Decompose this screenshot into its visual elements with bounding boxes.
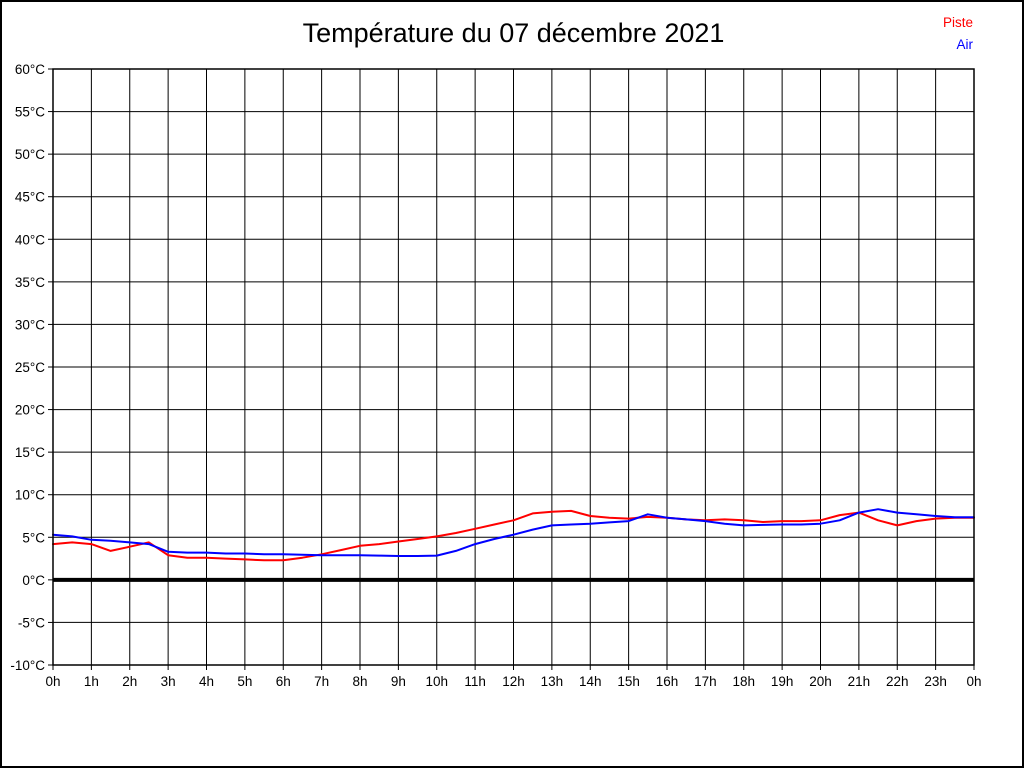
y-tick-label: 20°C	[15, 403, 45, 418]
y-tick-label: -10°C	[10, 658, 45, 673]
legend-air-label: Air	[956, 37, 974, 52]
x-tick-label: 22h	[886, 674, 909, 689]
x-tick-label: 0h	[45, 674, 60, 689]
series-line-air	[52, 508, 975, 557]
y-tick-label: 30°C	[15, 317, 45, 332]
x-tick-label: 16h	[656, 674, 679, 689]
x-tick-label: 4h	[199, 674, 214, 689]
x-tick-label: 3h	[161, 674, 176, 689]
y-tick-label: 60°C	[15, 62, 45, 77]
x-tick-label: 14h	[579, 674, 602, 689]
x-tick-label: 5h	[237, 674, 252, 689]
x-tick-label: 7h	[314, 674, 329, 689]
y-tick-label: 5°C	[22, 530, 45, 545]
x-tick-label: 11h	[464, 674, 486, 689]
x-tick-label: 23h	[924, 674, 947, 689]
x-tick-label: 15h	[617, 674, 640, 689]
legend: Piste Air	[943, 12, 973, 56]
plot-border	[52, 68, 975, 666]
y-tick-label: 55°C	[15, 105, 45, 120]
y-tick-label: 40°C	[15, 232, 45, 247]
y-tick-label: -5°C	[18, 615, 45, 630]
chart-title: Température du 07 décembre 2021	[302, 18, 725, 48]
y-tick-label: 15°C	[15, 445, 45, 460]
y-tick-label: 45°C	[15, 190, 45, 205]
x-tick-label: 6h	[276, 674, 291, 689]
x-tick-label: 8h	[352, 674, 367, 689]
series-line-piste	[52, 509, 975, 562]
x-tick-label: 0h	[966, 674, 981, 689]
y-tick-label: 25°C	[15, 360, 45, 375]
legend-piste-label: Piste	[942, 15, 973, 30]
x-tick-label: 21h	[848, 674, 871, 689]
x-tick-label: 13h	[541, 674, 564, 689]
x-tick-label: 20h	[809, 674, 832, 689]
x-tick-label: 9h	[391, 674, 406, 689]
y-tick-label: 10°C	[15, 488, 45, 503]
x-tick-label: 10h	[425, 674, 448, 689]
x-tick-label: 12h	[502, 674, 525, 689]
x-tick-label: 18h	[732, 674, 755, 689]
y-tick-label: 35°C	[15, 275, 45, 290]
y-tick-label: 0°C	[22, 573, 45, 588]
x-tick-label: 19h	[771, 674, 794, 689]
x-tick-label: 2h	[122, 674, 137, 689]
x-tick-label: 1h	[84, 674, 99, 689]
x-tick-label: 17h	[694, 674, 717, 689]
y-tick-label: 50°C	[15, 147, 45, 162]
